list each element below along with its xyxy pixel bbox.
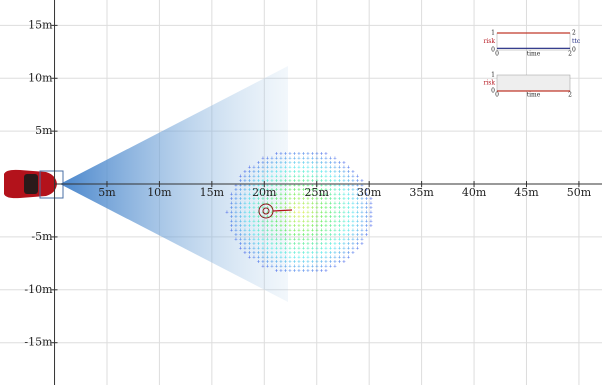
scene: ++++++++++++++++++++++++++++++++++++++++… (0, 0, 602, 385)
inset-y-tick-label: 1 (491, 30, 495, 37)
inset-x-tick-label: 0 (495, 51, 499, 58)
x-tick-label: 35m (409, 186, 434, 199)
cloud-point: + (369, 223, 373, 229)
inset-xlabel: time (527, 92, 541, 99)
cloud-point: + (364, 232, 368, 238)
car-roof (24, 174, 38, 194)
point-cloud: ++++++++++++++++++++++++++++++++++++++++… (225, 151, 373, 274)
cloud-point: + (333, 264, 337, 270)
inset-fill (497, 75, 570, 91)
cloud-point: + (324, 268, 328, 274)
x-tick-label: 20m (252, 186, 277, 199)
y-tick-label: -5m (31, 230, 53, 243)
inset-y2-tick-label: 2 (572, 30, 576, 37)
insets: risktimettc010202risktime0102 (483, 30, 580, 99)
inset-x-tick-label: 0 (495, 92, 499, 99)
y-tick-label: 10m (28, 71, 53, 84)
inset-ylabel: risk (483, 80, 495, 87)
inset-xlabel: time (527, 51, 541, 58)
inset-y-tick-label: 1 (491, 72, 495, 79)
x-tick-label: 50m (567, 186, 592, 199)
cloud-point: + (360, 241, 364, 247)
inset-x-tick-label: 2 (568, 92, 572, 99)
inset-frame (497, 33, 570, 50)
inset-y2-tick-label: 0 (572, 47, 576, 54)
x-tick-label: 15m (200, 186, 225, 199)
y-tick-label: 15m (28, 18, 53, 31)
inset-ylabel: risk (483, 38, 495, 45)
y-tick-label: -15m (24, 336, 53, 349)
cloud-point: + (355, 246, 359, 252)
x-tick-label: 25m (305, 186, 330, 199)
y-tick-label: -10m (24, 283, 53, 296)
axes: 5m10m15m20m25m30m35m40m45m50m-15m-10m-5m… (24, 0, 602, 385)
x-tick-label: 10m (147, 186, 172, 199)
inset-y2label: ttc (572, 38, 581, 45)
x-tick-label: 30m (357, 186, 382, 199)
x-tick-label: 40m (462, 186, 487, 199)
x-tick-label: 45m (514, 186, 539, 199)
cloud-point: + (342, 259, 346, 265)
cloud-point: + (351, 250, 355, 256)
y-tick-label: 5m (35, 124, 53, 137)
x-tick-label: 5m (98, 186, 116, 199)
cloud-point: + (346, 255, 350, 261)
